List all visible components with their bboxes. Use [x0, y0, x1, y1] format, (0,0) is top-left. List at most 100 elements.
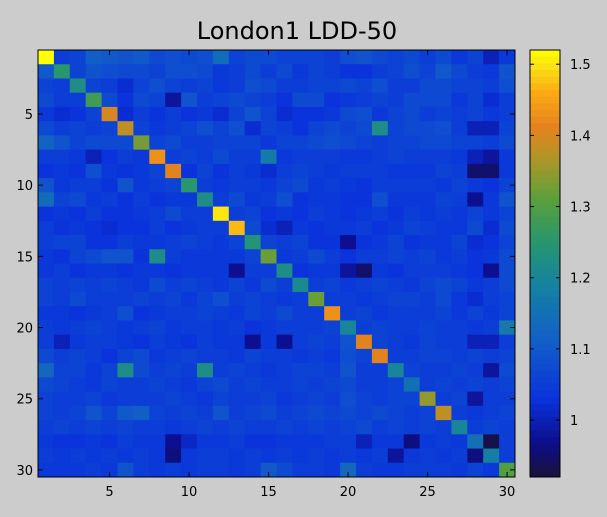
heatmap-cell: [197, 420, 214, 435]
heatmap-cell: [197, 363, 214, 378]
heatmap-cell: [483, 149, 500, 165]
heatmap-cell: [149, 462, 166, 478]
heatmap-cell: [483, 263, 500, 279]
heatmap-cell: [260, 163, 277, 179]
heatmap-cell: [197, 391, 214, 407]
heatmap-cell: [356, 291, 373, 307]
colorbar-segment: [530, 170, 560, 178]
heatmap-cell: [101, 206, 118, 222]
heatmap-cell: [181, 334, 198, 350]
colorbar-segment: [530, 156, 560, 164]
heatmap-cell: [181, 78, 198, 94]
heatmap-cell: [197, 192, 214, 207]
heatmap-cell: [181, 106, 198, 122]
heatmap-cell: [85, 78, 102, 94]
heatmap-cell: [101, 434, 118, 449]
heatmap-cell: [181, 220, 198, 236]
heatmap-cell: [38, 92, 55, 108]
colorbar-segment: [530, 370, 560, 378]
heatmap-cell: [292, 306, 309, 321]
heatmap-cell: [244, 178, 261, 193]
heatmap-cell: [149, 192, 166, 207]
heatmap-cell: [149, 64, 166, 79]
heatmap-cell: [324, 306, 341, 321]
heatmap-cell: [85, 448, 102, 464]
heatmap-cell: [260, 235, 277, 250]
heatmap-cell: [165, 92, 182, 108]
heatmap-cell: [324, 320, 341, 336]
heatmap-cell: [499, 135, 516, 151]
heatmap-cell: [292, 391, 309, 407]
heatmap-cell: [308, 334, 325, 350]
colorbar-segment: [530, 443, 560, 451]
heatmap-cell: [403, 235, 420, 250]
heatmap-cell: [483, 163, 500, 179]
heatmap-cell: [149, 405, 166, 421]
heatmap-cell: [165, 391, 182, 407]
heatmap-cell: [467, 235, 484, 250]
heatmap-cell: [356, 178, 373, 193]
heatmap-cell: [85, 106, 102, 122]
heatmap-cell: [419, 448, 436, 464]
heatmap-cell: [403, 249, 420, 264]
heatmap-cell: [403, 306, 420, 321]
colorbar-segment: [530, 270, 560, 278]
heatmap-cell: [85, 121, 102, 136]
heatmap-cell: [435, 291, 452, 307]
chart-title: London1 LDD-50: [197, 17, 397, 45]
heatmap-cell: [244, 320, 261, 336]
heatmap-cell: [419, 462, 436, 478]
heatmap-cell: [324, 121, 341, 136]
heatmap-cell: [228, 78, 246, 94]
heatmap-cell: [499, 291, 516, 307]
heatmap-cell: [340, 206, 357, 222]
heatmap-cell: [371, 220, 389, 236]
heatmap-cell: [308, 149, 325, 165]
heatmap-cell: [387, 348, 405, 364]
heatmap-cell: [133, 391, 150, 407]
heatmap-cell: [228, 163, 246, 179]
heatmap-cell: [53, 220, 71, 236]
colorbar-segment: [530, 263, 560, 271]
heatmap-cell: [117, 334, 134, 350]
heatmap-cell: [387, 377, 405, 392]
heatmap-cell: [499, 92, 516, 108]
heatmap-cell: [276, 163, 293, 179]
colorbar-frame: [529, 49, 561, 478]
heatmap-cell: [499, 263, 516, 279]
heatmap-cell: [181, 448, 198, 464]
heatmap-cell: [356, 235, 373, 250]
heatmap-cell: [451, 291, 468, 307]
heatmap-cell: [276, 348, 293, 364]
heatmap-cell: [101, 220, 118, 236]
heatmap-cell: [101, 163, 118, 179]
heatmap-cell: [499, 121, 516, 136]
heatmap-cell: [308, 249, 325, 264]
heatmap-cell: [467, 163, 484, 179]
heatmap-cell: [228, 420, 246, 435]
heatmap-cell: [197, 121, 214, 136]
heatmap-cell: [101, 348, 118, 364]
heatmap-cell: [499, 64, 516, 79]
heatmap-cell: [324, 391, 341, 407]
heatmap-cell: [117, 50, 134, 65]
heatmap-cell: [403, 420, 420, 435]
heatmap-cell: [228, 348, 246, 364]
heatmap-cell: [228, 462, 246, 478]
heatmap-cell: [356, 405, 373, 421]
heatmap-cell: [324, 192, 341, 207]
heatmap-cell: [403, 92, 420, 108]
heatmap-cell: [356, 263, 373, 279]
heatmap-cell: [69, 206, 87, 222]
heatmap-cell: [499, 334, 516, 350]
heatmap-cell: [228, 277, 246, 293]
heatmap-cell: [371, 64, 389, 79]
colorbar-segment: [530, 283, 560, 291]
y-tick-label: 5: [25, 108, 33, 123]
heatmap-cell: [403, 149, 420, 165]
heatmap-cell: [387, 50, 405, 65]
heatmap-cell: [53, 178, 71, 193]
heatmap-cell: [53, 263, 71, 279]
heatmap-cell: [371, 50, 389, 65]
heatmap-cell: [197, 434, 214, 449]
